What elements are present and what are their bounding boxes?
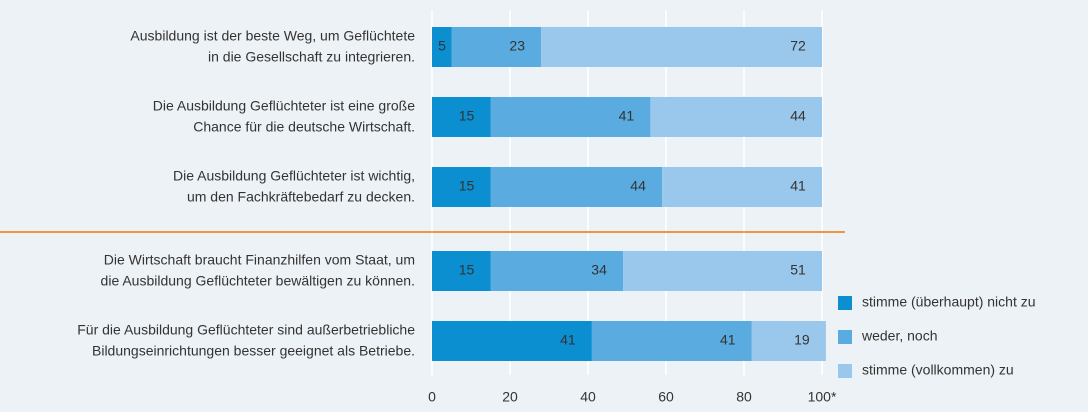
category-label: Für die Ausbildung Geflüchteter sind auß…	[77, 322, 415, 338]
value-label: 72	[790, 38, 806, 54]
value-label: 15	[459, 108, 475, 124]
legend-swatch	[838, 330, 852, 344]
bar-segment	[490, 251, 624, 291]
value-label: 44	[630, 178, 646, 194]
bar-segment	[650, 97, 822, 137]
value-label: 41	[720, 332, 736, 348]
value-label: 5	[438, 38, 446, 54]
legend-label: stimme (vollkommen) zu	[862, 362, 1014, 378]
x-tick-label: 0	[428, 389, 436, 405]
x-tick-label: 40	[580, 389, 596, 405]
bar-segment	[591, 321, 752, 361]
bar-segment	[432, 27, 452, 67]
category-label: in die Gesellschaft zu integrieren.	[208, 49, 415, 65]
legend-label: stimme (überhaupt) nicht zu	[862, 294, 1036, 310]
value-label: 34	[591, 262, 607, 278]
bar-segment	[751, 321, 826, 361]
bar-segment	[490, 167, 663, 207]
legend-swatch	[838, 364, 852, 378]
value-label: 15	[459, 178, 475, 194]
bar-segment	[623, 251, 822, 291]
value-label: 41	[619, 108, 635, 124]
legend-label: weder, noch	[861, 328, 938, 344]
bar-segment	[432, 167, 491, 207]
value-label: 23	[509, 38, 525, 54]
value-label: 41	[560, 332, 576, 348]
bar-segment	[432, 97, 491, 137]
category-label: Die Wirtschaft braucht Finanzhilfen vom …	[104, 252, 415, 268]
x-tick-label: 100*	[808, 389, 837, 405]
bar-segment	[662, 167, 822, 207]
value-label: 41	[790, 178, 806, 194]
category-label: Die Ausbildung Geflüchteter ist eine gro…	[153, 98, 415, 114]
x-tick-label: 60	[658, 389, 674, 405]
x-tick-label: 20	[502, 389, 518, 405]
bar-segment	[541, 27, 822, 67]
bar-segment	[432, 251, 491, 291]
bar-segment	[451, 27, 542, 67]
category-label: Bildungseinrichtungen besser geeignet al…	[92, 343, 415, 359]
legend-swatch	[838, 296, 852, 310]
value-label: 19	[794, 332, 810, 348]
x-tick-label: 80	[736, 389, 752, 405]
category-label: Die Ausbildung Geflüchteter ist wichtig,	[173, 168, 415, 184]
category-label: um den Fachkräftebedarf zu decken.	[187, 189, 415, 205]
category-label: Chance für die deutsche Wirtschaft.	[193, 119, 415, 135]
value-label: 15	[459, 262, 475, 278]
category-label: Ausbildung ist der beste Weg, um Geflüch…	[130, 28, 415, 44]
category-label: die Ausbildung Geflüchteter bewältigen z…	[101, 273, 415, 289]
value-label: 44	[790, 108, 806, 124]
bar-segment	[432, 321, 592, 361]
bar-segment	[490, 97, 651, 137]
value-label: 51	[790, 262, 806, 278]
